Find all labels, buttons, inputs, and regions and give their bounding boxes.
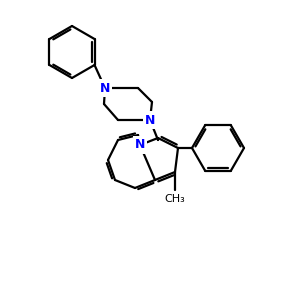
Text: N: N — [100, 82, 110, 94]
Text: CH₃: CH₃ — [165, 194, 185, 204]
Text: N: N — [135, 139, 145, 152]
Text: N: N — [145, 113, 155, 127]
